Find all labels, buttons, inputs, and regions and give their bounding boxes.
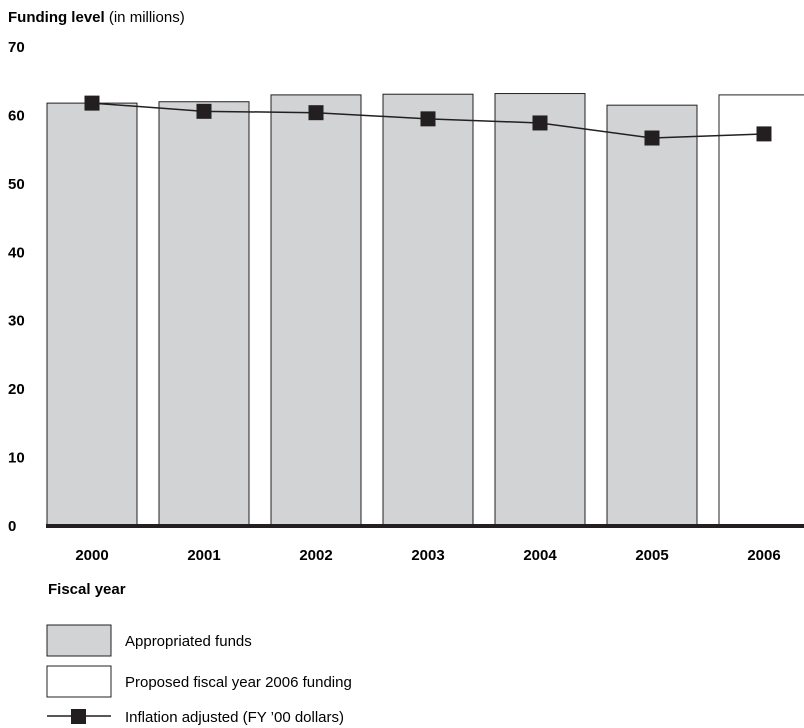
y-tick-label: 10 [8,450,25,467]
y-tick-label: 30 [8,313,25,330]
bar-2000 [46,102,138,527]
bar-2006 [718,94,804,527]
bars [46,93,804,527]
inflation-point-2003 [420,111,436,127]
bar-2004 [494,93,586,527]
inflation-point-2004 [532,115,548,131]
y-tick-label: 20 [8,381,25,398]
y-axis-title: Funding level (in millions) [8,9,185,26]
x-axis-ticks: 2000 2001 2002 2003 2004 2005 2006 [75,547,780,564]
legend-marker-inflation [71,709,86,724]
inflation-point-2005 [644,130,660,146]
x-tick-label: 2004 [523,547,557,564]
x-axis-baseline [46,524,804,528]
x-tick-label: 2005 [635,547,668,564]
y-tick-label: 70 [8,39,25,56]
inflation-point-2002 [308,105,324,121]
x-tick-label: 2000 [75,547,108,564]
y-tick-label: 60 [8,107,25,124]
bar-2005 [606,104,698,527]
bar-2003 [382,93,474,527]
bar-2002 [270,94,362,527]
bar-2001 [158,101,250,527]
x-tick-label: 2003 [411,547,444,564]
y-axis-title-bold: Funding level [8,9,105,26]
legend-label-appropriated: Appropriated funds [125,633,252,650]
x-axis-title: Fiscal year [48,581,126,598]
y-tick-label: 50 [8,176,25,193]
inflation-point-2006 [756,126,772,142]
y-axis-ticks: 0 10 20 30 40 50 60 70 [8,39,25,535]
legend-swatch-appropriated [46,624,112,657]
y-tick-label: 0 [8,518,16,535]
inflation-point-2000 [84,95,100,111]
legend-label-proposed: Proposed fiscal year 2006 funding [125,674,352,691]
x-tick-label: 2006 [747,547,780,564]
x-tick-label: 2001 [187,547,220,564]
inflation-line [84,95,772,146]
legend-label-inflation: Inflation adjusted (FY ’00 dollars) [125,709,344,726]
y-axis-title-units: (in millions) [105,9,185,26]
x-tick-label: 2002 [299,547,332,564]
legend: Appropriated funds Proposed fiscal year … [46,624,352,726]
legend-swatch-proposed [46,665,112,698]
inflation-point-2001 [196,103,212,119]
y-tick-label: 40 [8,244,25,261]
